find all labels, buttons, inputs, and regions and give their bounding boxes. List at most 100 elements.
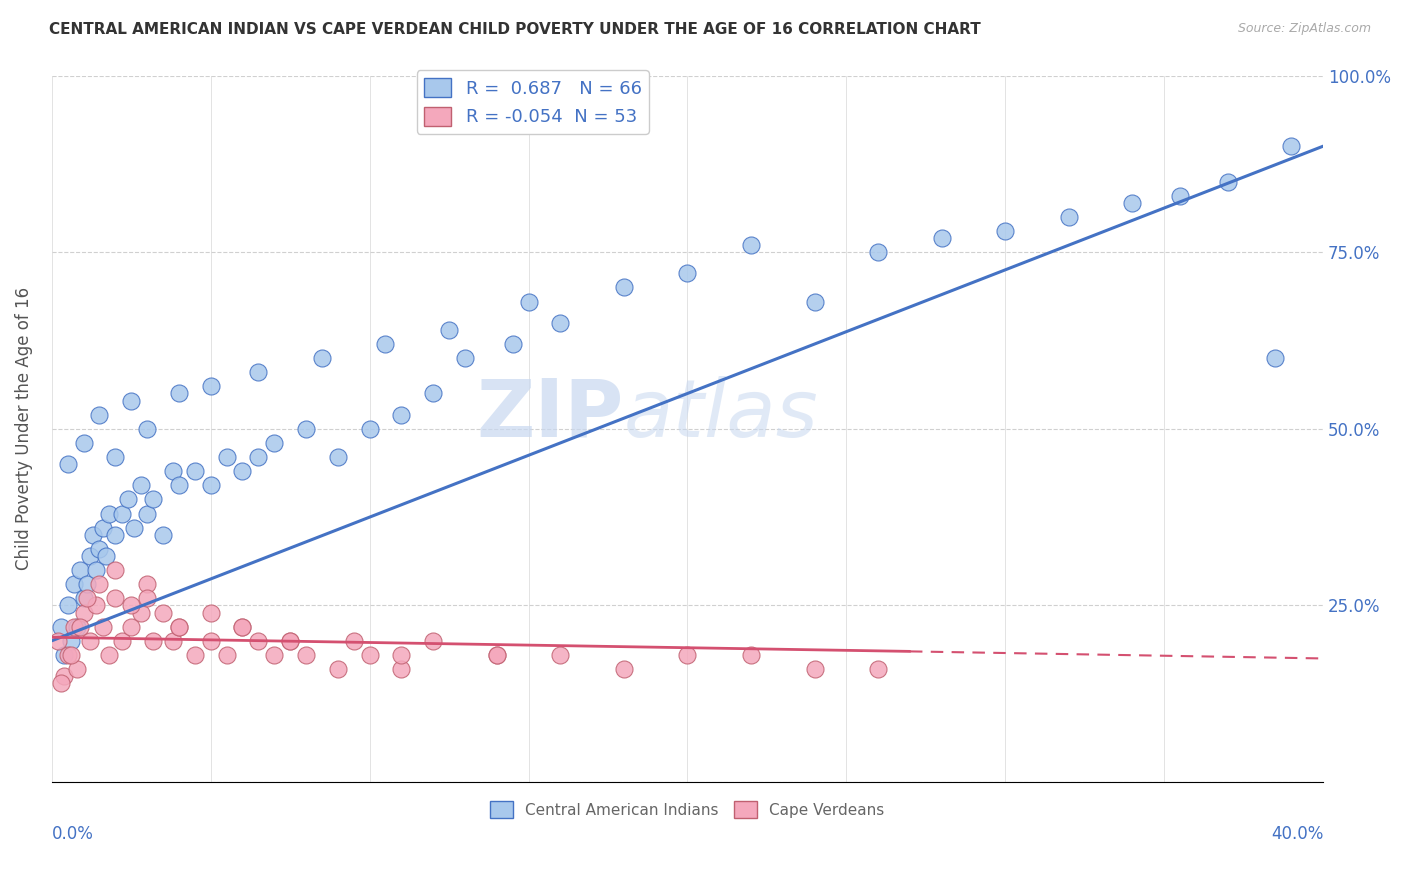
Point [485, 648, 508, 662]
Point [142, 492, 165, 507]
Point [359, 422, 381, 436]
Text: 40.0%: 40.0% [1271, 824, 1323, 843]
Point [247, 365, 270, 379]
Point [613, 280, 636, 294]
Point [167, 620, 190, 634]
Point [76, 591, 98, 606]
Point [868, 662, 890, 676]
Point [167, 386, 190, 401]
Point [278, 633, 301, 648]
Point [104, 528, 127, 542]
Point [104, 563, 127, 577]
Point [184, 648, 207, 662]
Point [51, 620, 73, 634]
Point [184, 464, 207, 478]
Point [94, 549, 117, 563]
Point [1057, 210, 1080, 224]
Point [1216, 174, 1239, 188]
Point [59, 633, 82, 648]
Point [162, 464, 184, 478]
Text: CENTRAL AMERICAN INDIAN VS CAPE VERDEAN CHILD POVERTY UNDER THE AGE OF 16 CORREL: CENTRAL AMERICAN INDIAN VS CAPE VERDEAN … [49, 22, 981, 37]
Point [66, 620, 89, 634]
Point [104, 591, 127, 606]
Point [263, 436, 285, 450]
Point [69, 563, 91, 577]
Point [152, 528, 174, 542]
Point [46, 633, 69, 648]
Point [129, 606, 152, 620]
Point [502, 337, 524, 351]
Point [136, 577, 159, 591]
Point [97, 648, 120, 662]
Point [231, 620, 253, 634]
Point [56, 648, 79, 662]
Point [740, 238, 762, 252]
Point [389, 648, 412, 662]
Point [200, 379, 222, 393]
Point [200, 633, 222, 648]
Point [389, 662, 412, 676]
Point [278, 633, 301, 648]
Point [1121, 195, 1143, 210]
Point [136, 591, 159, 606]
Point [803, 662, 825, 676]
Point [326, 450, 349, 464]
Point [295, 648, 318, 662]
Point [72, 606, 94, 620]
Text: 0.0%: 0.0% [52, 824, 94, 843]
Point [517, 294, 540, 309]
Point [200, 606, 222, 620]
Point [51, 676, 73, 690]
Point [120, 599, 142, 613]
Point [167, 620, 190, 634]
Point [79, 633, 101, 648]
Point [56, 457, 79, 471]
Point [82, 528, 104, 542]
Point [53, 669, 76, 683]
Point [343, 633, 366, 648]
Point [63, 620, 86, 634]
Point [129, 478, 152, 492]
Point [89, 577, 111, 591]
Point [550, 648, 572, 662]
Point [162, 633, 184, 648]
Legend: Central American Indians, Cape Verdeans: Central American Indians, Cape Verdeans [484, 795, 891, 824]
Point [247, 450, 270, 464]
Point [167, 478, 190, 492]
Point [263, 648, 285, 662]
Point [76, 577, 98, 591]
Point [136, 507, 159, 521]
Point [66, 662, 89, 676]
Point [550, 316, 572, 330]
Point [120, 393, 142, 408]
Point [152, 606, 174, 620]
Point [111, 633, 134, 648]
Point [117, 492, 139, 507]
Point [676, 648, 699, 662]
Point [1279, 139, 1302, 153]
Point [437, 323, 460, 337]
Point [84, 563, 107, 577]
Point [56, 599, 79, 613]
Point [359, 648, 381, 662]
Point [53, 648, 76, 662]
Point [89, 541, 111, 556]
Point [247, 633, 270, 648]
Point [59, 648, 82, 662]
Point [389, 408, 412, 422]
Point [69, 620, 91, 634]
Point [79, 549, 101, 563]
Point [200, 478, 222, 492]
Point [136, 422, 159, 436]
Point [104, 450, 127, 464]
Point [120, 620, 142, 634]
Point [142, 633, 165, 648]
Point [72, 591, 94, 606]
Point [97, 507, 120, 521]
Y-axis label: Child Poverty Under the Age of 16: Child Poverty Under the Age of 16 [15, 287, 32, 570]
Point [231, 464, 253, 478]
Point [215, 450, 238, 464]
Point [231, 620, 253, 634]
Text: atlas: atlas [624, 376, 818, 454]
Point [215, 648, 238, 662]
